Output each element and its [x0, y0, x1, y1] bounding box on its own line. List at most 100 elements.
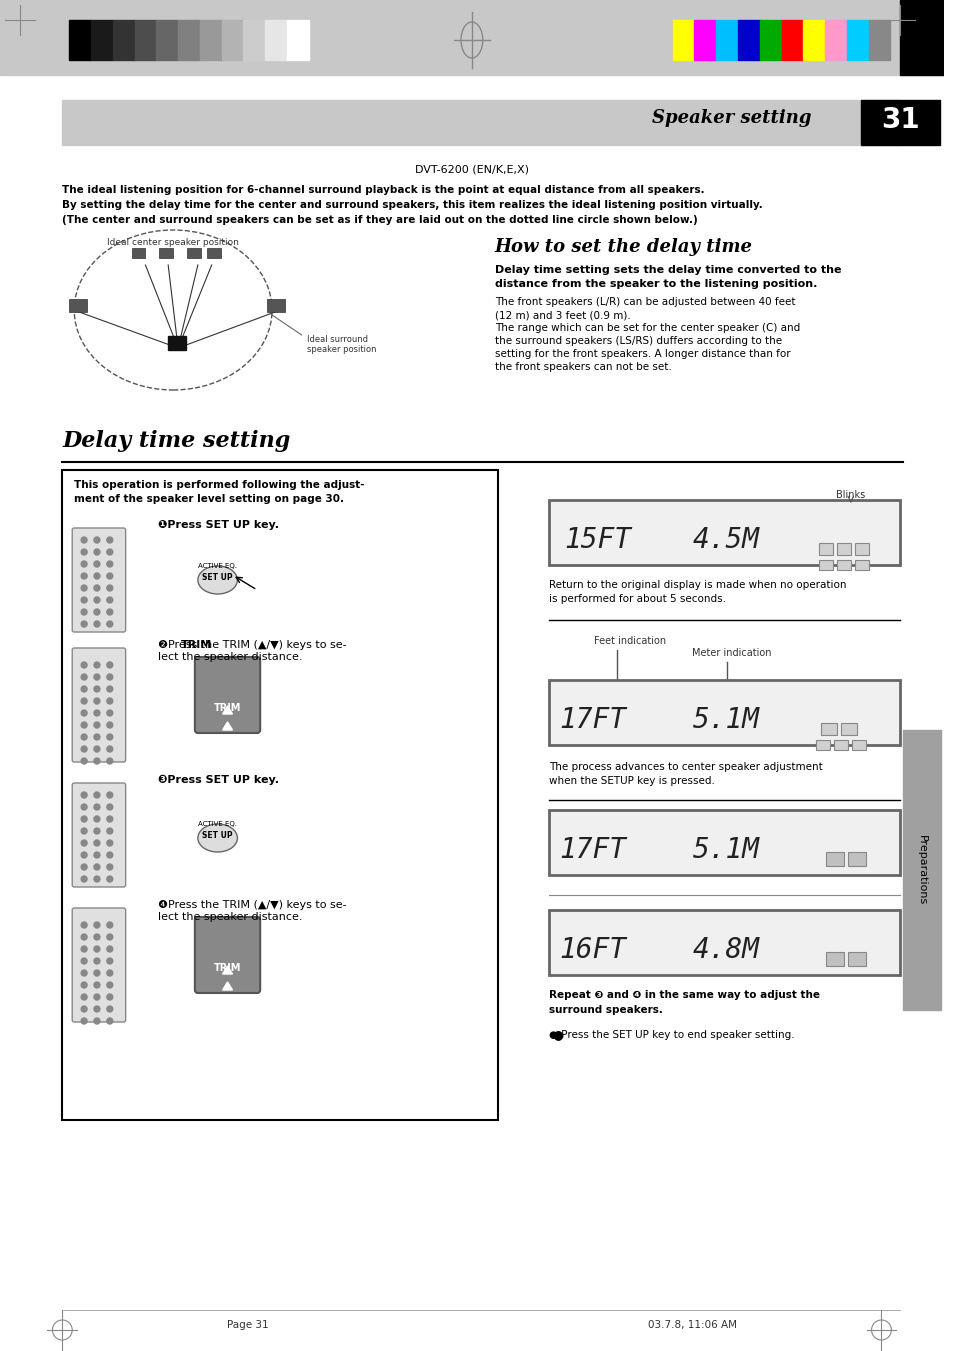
Circle shape	[94, 958, 100, 965]
Bar	[716, 20, 738, 59]
Circle shape	[107, 840, 112, 846]
Bar	[672, 20, 694, 59]
Text: 03.7.8, 11:06 AM: 03.7.8, 11:06 AM	[647, 1320, 737, 1329]
Text: ACTIVE EQ.: ACTIVE EQ.	[198, 563, 237, 569]
Circle shape	[81, 573, 87, 580]
Bar	[836, 561, 850, 570]
Ellipse shape	[197, 824, 237, 852]
Circle shape	[107, 946, 112, 952]
Circle shape	[81, 721, 87, 728]
Circle shape	[107, 698, 112, 704]
Bar	[549, 811, 900, 875]
Circle shape	[81, 662, 87, 667]
Circle shape	[107, 875, 112, 882]
Text: 17FT: 17FT	[558, 836, 625, 865]
Text: (The center and surround speakers can be set as if they are laid out on the dott: (The center and surround speakers can be…	[62, 215, 698, 226]
Text: TRIM: TRIM	[181, 640, 213, 650]
Circle shape	[81, 865, 87, 870]
Text: SET UP: SET UP	[202, 831, 233, 840]
Circle shape	[81, 994, 87, 1000]
Bar	[759, 20, 781, 59]
Text: 17FT: 17FT	[558, 707, 625, 734]
Bar	[112, 20, 134, 59]
Bar	[221, 20, 243, 59]
Text: 5.1M: 5.1M	[692, 707, 759, 734]
Circle shape	[81, 758, 87, 765]
Circle shape	[81, 734, 87, 740]
Text: (12 m) and 3 feet (0.9 m).: (12 m) and 3 feet (0.9 m).	[494, 309, 630, 320]
Circle shape	[94, 875, 100, 882]
Circle shape	[107, 828, 112, 834]
Text: when the SETUP key is pressed.: when the SETUP key is pressed.	[549, 775, 714, 786]
Circle shape	[81, 711, 87, 716]
Bar	[819, 543, 832, 555]
Polygon shape	[222, 982, 233, 990]
Circle shape	[94, 561, 100, 567]
Text: setting for the front speakers. A longer distance than for: setting for the front speakers. A longer…	[494, 349, 789, 359]
Circle shape	[107, 758, 112, 765]
Circle shape	[107, 982, 112, 988]
Bar	[199, 20, 221, 59]
Bar	[816, 740, 829, 750]
FancyBboxPatch shape	[72, 528, 126, 632]
Circle shape	[107, 536, 112, 543]
Bar	[549, 680, 900, 744]
Text: is performed for about 5 seconds.: is performed for about 5 seconds.	[549, 594, 725, 604]
Bar	[836, 543, 850, 555]
Text: Ideal center speaker position: Ideal center speaker position	[107, 238, 239, 247]
Circle shape	[107, 865, 112, 870]
Circle shape	[107, 662, 112, 667]
Circle shape	[81, 621, 87, 627]
Circle shape	[81, 1019, 87, 1024]
Bar	[840, 723, 856, 735]
Bar	[860, 100, 939, 145]
Bar	[825, 952, 843, 966]
Circle shape	[94, 792, 100, 798]
FancyBboxPatch shape	[72, 784, 126, 888]
Text: TRIM: TRIM	[213, 963, 241, 973]
Text: How to set the delay time: How to set the delay time	[494, 238, 752, 255]
Circle shape	[94, 865, 100, 870]
Circle shape	[81, 536, 87, 543]
Bar	[134, 20, 156, 59]
Text: surround speakers.: surround speakers.	[549, 1005, 662, 1015]
Bar	[62, 100, 900, 145]
Bar	[846, 20, 867, 59]
Bar	[833, 740, 847, 750]
Text: 4.5M: 4.5M	[692, 526, 759, 554]
Circle shape	[94, 662, 100, 667]
Bar	[781, 20, 802, 59]
Text: TRIM: TRIM	[213, 703, 241, 713]
Circle shape	[81, 982, 87, 988]
Circle shape	[81, 921, 87, 928]
Text: 4.8M: 4.8M	[692, 936, 759, 965]
Bar	[867, 20, 889, 59]
Text: Meter indication: Meter indication	[692, 648, 771, 658]
Bar	[549, 500, 900, 565]
Circle shape	[107, 573, 112, 580]
Text: Delay time setting: Delay time setting	[62, 430, 291, 453]
Circle shape	[94, 674, 100, 680]
Bar	[168, 336, 186, 350]
Bar	[821, 723, 836, 735]
Circle shape	[81, 792, 87, 798]
Circle shape	[94, 609, 100, 615]
Bar	[819, 561, 832, 570]
Ellipse shape	[197, 566, 237, 594]
Bar	[159, 249, 172, 258]
Bar	[847, 952, 864, 966]
Bar	[694, 20, 716, 59]
Circle shape	[81, 549, 87, 555]
Circle shape	[107, 621, 112, 627]
Circle shape	[107, 1006, 112, 1012]
Circle shape	[94, 804, 100, 811]
Bar	[156, 20, 178, 59]
Circle shape	[94, 711, 100, 716]
Bar	[265, 20, 287, 59]
Bar	[91, 20, 112, 59]
Circle shape	[81, 828, 87, 834]
Circle shape	[94, 934, 100, 940]
Circle shape	[81, 946, 87, 952]
Circle shape	[94, 621, 100, 627]
Text: the front speakers can not be set.: the front speakers can not be set.	[494, 362, 671, 372]
